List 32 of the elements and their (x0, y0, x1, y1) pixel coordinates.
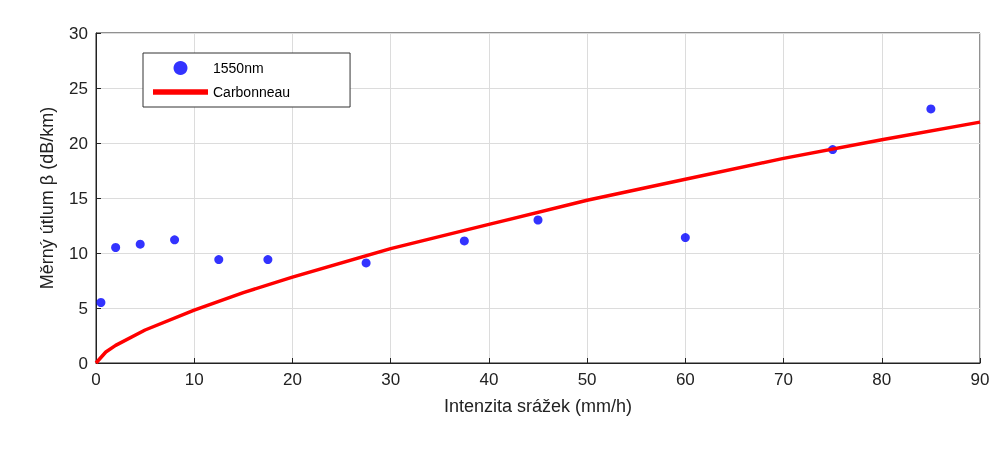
x-tick-label: 90 (970, 370, 990, 389)
x-tick-label: 0 (91, 370, 101, 389)
y-tick-label: 10 (69, 243, 88, 263)
point (680, 233, 690, 243)
y-tick-label: 30 (69, 23, 88, 43)
point (263, 255, 273, 265)
point (926, 104, 936, 114)
point (170, 235, 180, 245)
y-axis-title: Měrný útlum β (dB/km) (37, 106, 57, 290)
y-tick-label: 5 (78, 298, 88, 318)
x-axis-title: Intenzita srážek (mm/h) (443, 396, 633, 416)
point (135, 239, 145, 249)
y-tick-label: 0 (78, 353, 88, 373)
legend-label: Carbonneau (213, 84, 291, 100)
x-tick-label: 50 (577, 370, 597, 389)
x-tick-label: 20 (282, 370, 302, 389)
point (533, 215, 543, 225)
y-tick-label: 25 (69, 78, 88, 98)
legend-label: 1550nm (213, 60, 264, 76)
x-tick-label: 40 (479, 370, 499, 389)
y-tick-label: 20 (69, 133, 88, 153)
x-tick-label: 30 (381, 370, 401, 389)
point (96, 298, 106, 307)
y-tick-label: 15 (69, 188, 88, 208)
point (214, 255, 224, 265)
point (111, 243, 121, 252)
x-tick-label: 60 (675, 370, 695, 389)
point (361, 258, 371, 268)
point (459, 236, 469, 246)
x-tick-label: 80 (872, 370, 892, 389)
x-tick-label: 10 (184, 370, 204, 389)
x-tick-label: 70 (774, 370, 794, 389)
